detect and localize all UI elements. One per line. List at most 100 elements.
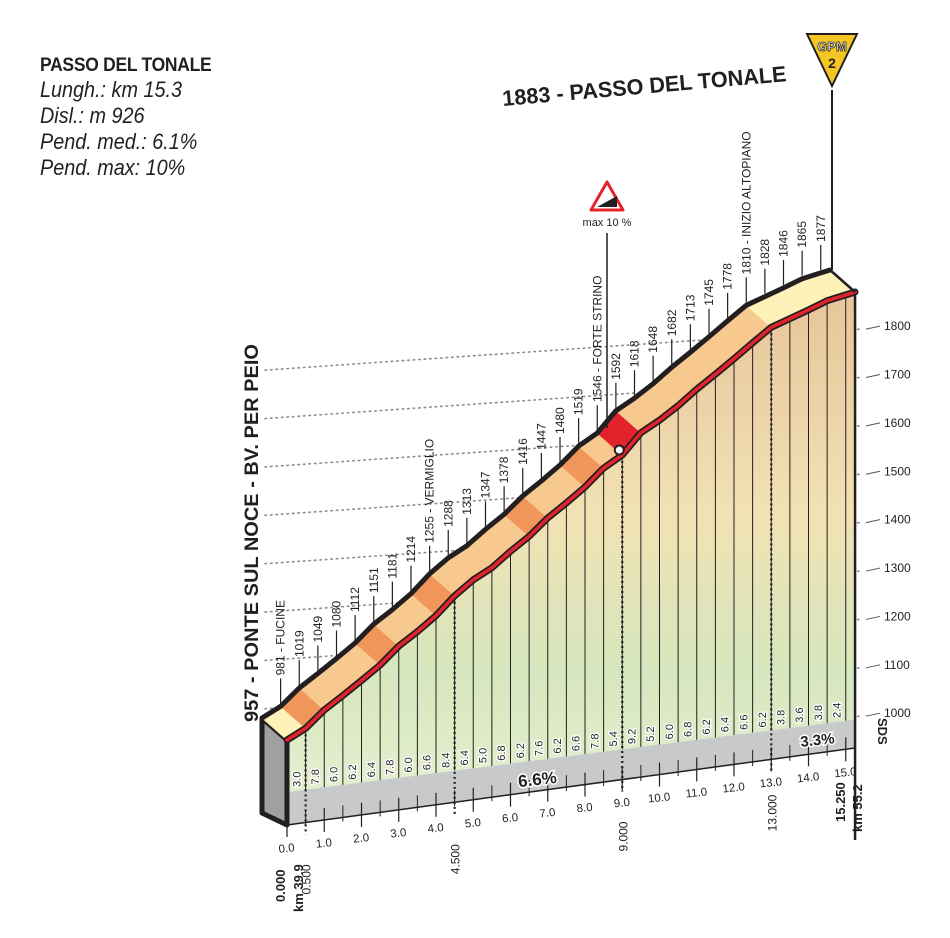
- elevation-label: 1713: [683, 294, 697, 321]
- climb-avg-gradient: Pend. med.: 6.1%: [40, 129, 198, 154]
- elevation-label: 1745: [702, 279, 716, 306]
- elevation-label: 1546 - FORTE STRINO: [590, 276, 604, 402]
- segment-gradient-label: 5.0: [478, 748, 490, 763]
- elevation-label: 1447: [534, 423, 548, 450]
- y-tick-label: 1400: [884, 513, 911, 527]
- climb-elevation-gain: Disl.: m 926: [40, 103, 145, 128]
- segment-gradient-label: 6.8: [682, 722, 694, 737]
- max-gradient-label: max 10 %: [583, 217, 632, 229]
- segment-gradient-label: 6.0: [329, 767, 341, 782]
- elevation-label: 1313: [460, 488, 474, 515]
- x-tick-label: 7.0: [539, 807, 556, 821]
- x-tick-label: 10.0: [647, 791, 671, 805]
- elevation-label: 1288: [441, 500, 455, 527]
- location-marker-icon: [613, 444, 625, 456]
- segment-gradient-label: 7.8: [310, 769, 322, 784]
- elevation-label: 1112: [348, 587, 362, 612]
- elevation-label: 1618: [628, 340, 642, 367]
- x-tick-label: 5.0: [464, 817, 481, 831]
- x-tick-label: 14.0: [796, 771, 820, 785]
- x-tick-label: 1.0: [315, 837, 332, 851]
- km-marker-label: 9.000: [616, 821, 630, 851]
- elevation-label: 1682: [665, 309, 679, 336]
- segment-gradient-label: 6.2: [757, 712, 769, 727]
- x-tick-label: 15.0: [834, 766, 858, 780]
- segment-gradient-label: 6.0: [664, 724, 676, 739]
- gpm-label: GPM: [817, 39, 847, 54]
- segment-gradient-label: 6.4: [720, 717, 732, 732]
- start-location-label: 957 - PONTE SUL NOCE - BV. PER PEIO: [242, 344, 263, 722]
- x-tick-label: 0.0: [278, 842, 295, 856]
- gpm-badge: GPM 2: [805, 33, 859, 270]
- elevation-label: 1877: [814, 215, 828, 242]
- segment-gradient-label: 8.4: [440, 753, 452, 768]
- y-tick-label: 1100: [884, 658, 910, 672]
- x-tick-label: 6.0: [502, 812, 519, 826]
- elevation-label: 1347: [479, 471, 493, 498]
- elevation-label: 1778: [721, 263, 735, 290]
- segment-gradient-label: 6.2: [552, 738, 564, 753]
- profile-ridge-line: [285, 290, 857, 742]
- elevation-label: 1080: [330, 600, 344, 627]
- segment-gradient-label: 6.8: [496, 745, 508, 760]
- segment-gradient-label: 2.4: [831, 703, 843, 718]
- end-race-km: km 55.2: [850, 784, 865, 832]
- segment-gradient-label: 6.2: [701, 719, 713, 734]
- profile-body: [259, 267, 859, 840]
- elevation-label: 1865: [795, 221, 809, 248]
- segment-gradient-label: 7.6: [533, 741, 545, 756]
- y-tick-label: 1700: [884, 368, 911, 382]
- elevation-label: 1019: [292, 630, 306, 657]
- elevation-label: 1846: [777, 230, 791, 257]
- x-tick-label: 11.0: [685, 786, 708, 800]
- segment-gradient-label: 6.0: [403, 757, 415, 772]
- elevation-label: 1592: [609, 353, 623, 380]
- x-tick-label: 13.0: [759, 776, 783, 790]
- segment-gradient-label: 3.0: [291, 772, 303, 787]
- start-km-label: 0.000: [273, 869, 288, 902]
- segment-gradient-label: 3.8: [813, 705, 825, 720]
- segment-gradient-label: 6.4: [459, 750, 471, 765]
- elevation-label: 1181: [385, 552, 399, 578]
- max-gradient-sign: max 10 %: [583, 180, 632, 428]
- x-tick-label: 2.0: [353, 832, 370, 846]
- elevation-label: 1416: [516, 438, 530, 465]
- y-tick-label: 1500: [884, 464, 911, 478]
- elevation-label: 1049: [311, 615, 325, 642]
- climb-name: PASSO DEL TONALE: [40, 55, 212, 76]
- profile-front-face: [287, 292, 856, 792]
- section-avg-2: 3.3%: [800, 730, 836, 751]
- km-marker-label: 13.000: [765, 794, 779, 831]
- elevation-label: 1151: [367, 567, 381, 593]
- segment-gradient-label: 6.2: [347, 764, 359, 779]
- segment-gradient-label: 3.8: [776, 710, 788, 725]
- climb-stats: PASSO DEL TONALE Lungh.: km 15.3 Disl.: …: [40, 55, 226, 181]
- y-tick-label: 1800: [884, 319, 911, 333]
- elevation-label: 1255 - VERMIGLIO: [423, 439, 437, 543]
- profile-labels: 0.0 1.0 2.0 3.0 4.0 5.0 6.0 7.0 8.0 9.0 10.0 11.0 12…: [274, 131, 858, 894]
- y-tick-label: 1300: [884, 561, 911, 575]
- segment-gradient-label: 6.6: [738, 715, 750, 730]
- avg-gradient-band: [287, 719, 856, 825]
- elevation-label: 1519: [572, 388, 586, 415]
- climb-length: Lungh.: km 15.3: [40, 77, 183, 102]
- summit-label: 1883 - PASSO DEL TONALE: [501, 61, 787, 111]
- x-tick-label: 8.0: [576, 802, 593, 816]
- gpm-category: 2: [828, 55, 836, 71]
- elevation-label: 1648: [646, 326, 660, 353]
- elevation-label: 1810 - INIZIO ALTOPIANO: [739, 131, 753, 274]
- x-tick-label: 3.0: [390, 827, 407, 841]
- start-race-km: km 39.9: [291, 864, 306, 912]
- elevation-label: 1378: [497, 456, 511, 483]
- km-marker-label: 0.500: [300, 864, 314, 894]
- km-marker-label: 4.500: [449, 844, 463, 874]
- elevation-label: 1480: [553, 407, 567, 434]
- elevation-label: 1214: [404, 536, 418, 563]
- segment-gradient-label: 6.6: [422, 755, 434, 770]
- end-km-label: 15.250: [833, 782, 848, 822]
- x-tick-label: 12.0: [722, 781, 746, 795]
- segment-gradient-label: 6.4: [366, 762, 378, 777]
- y-tick-label: 1200: [884, 609, 911, 623]
- segment-gradient-label: 5.4: [608, 731, 620, 746]
